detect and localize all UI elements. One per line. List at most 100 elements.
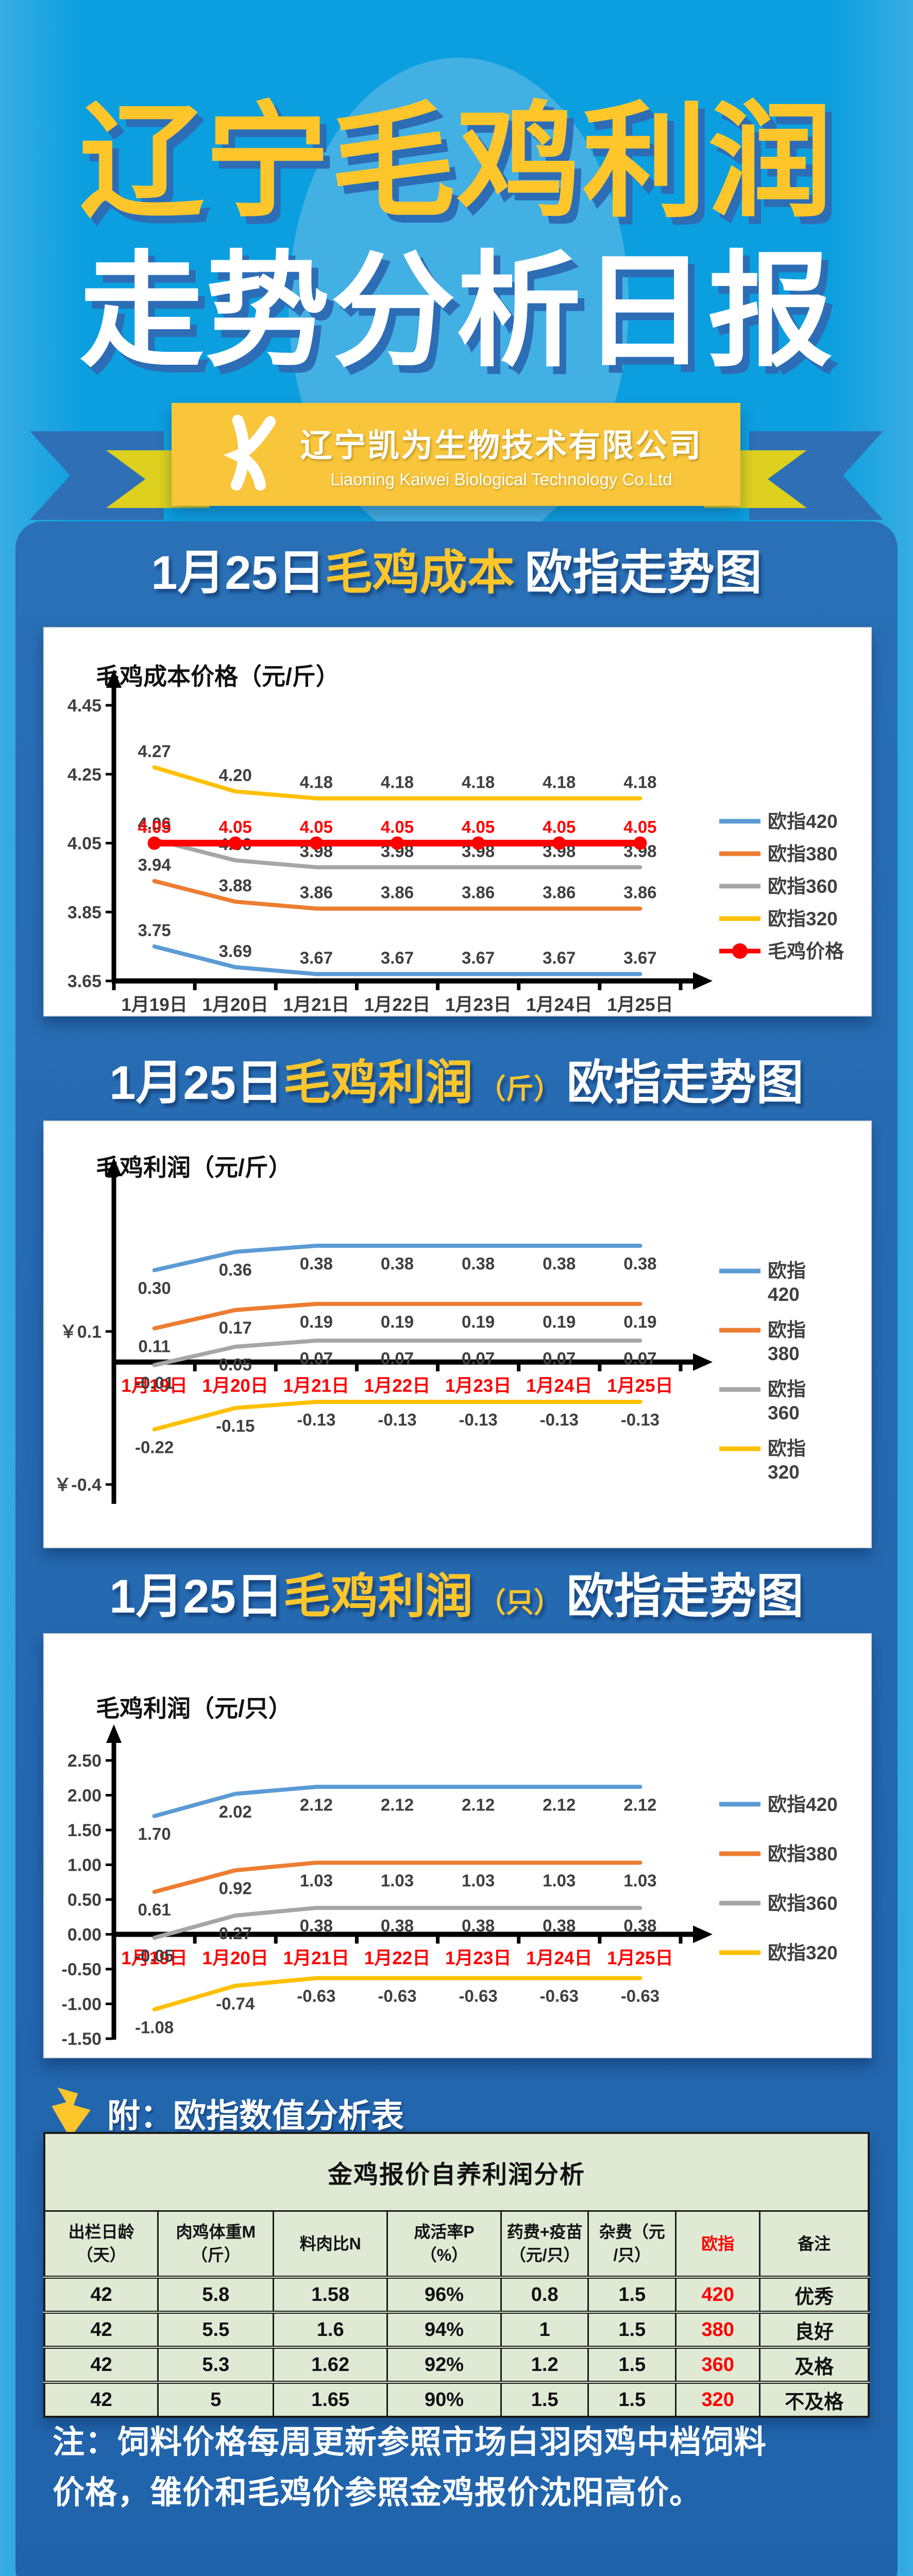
svg-text:毛鸡利润（元/只）: 毛鸡利润（元/只） bbox=[96, 1695, 292, 1722]
svg-text:0.38: 0.38 bbox=[543, 1254, 576, 1273]
footnote: 注：饲料价格每周更新参照市场白羽肉鸡中档饲料价格，雏价和毛鸡价参照金鸡报价沈阳高… bbox=[53, 2425, 767, 2511]
svg-text:-1.08: -1.08 bbox=[135, 2018, 174, 2037]
section1-date: 1月25日 bbox=[151, 547, 325, 599]
col-header-euro-index: 欧指 bbox=[675, 2210, 761, 2278]
svg-text:毛鸡价格: 毛鸡价格 bbox=[768, 941, 844, 962]
svg-text:3.85: 3.85 bbox=[67, 903, 102, 922]
svg-text:2.50: 2.50 bbox=[67, 1751, 102, 1771]
svg-text:4.27: 4.27 bbox=[138, 741, 171, 760]
svg-text:2.12: 2.12 bbox=[381, 1795, 414, 1814]
svg-text:-0.63: -0.63 bbox=[621, 1987, 660, 2006]
svg-text:1月20日: 1月20日 bbox=[202, 995, 268, 1015]
svg-text:3.94: 3.94 bbox=[138, 855, 171, 874]
profit-per-bird-chart-card: 毛鸡利润（元/只） 2.50 2.00 1.50 1.00 0.50 0.00 -0.50 -1… bbox=[43, 1633, 872, 2058]
svg-text:1.03: 1.03 bbox=[462, 1871, 495, 1890]
svg-text:毛鸡利润（元/斤）: 毛鸡利润（元/斤） bbox=[96, 1154, 292, 1181]
svg-text:毛鸡成本价格（元/斤）: 毛鸡成本价格（元/斤） bbox=[96, 663, 340, 690]
table-row: 42 5.8 1.58 96% 0.8 1.5 420 优秀 bbox=[43, 2276, 870, 2313]
svg-text:1.70: 1.70 bbox=[138, 1824, 171, 1843]
svg-text:3.67: 3.67 bbox=[381, 948, 414, 968]
svg-text:0.30: 0.30 bbox=[138, 1279, 171, 1298]
svg-text:-0.74: -0.74 bbox=[216, 1994, 255, 2013]
svg-text:1月19日: 1月19日 bbox=[121, 1948, 187, 1969]
svg-text:4.18: 4.18 bbox=[300, 773, 333, 792]
svg-text:-1.00: -1.00 bbox=[62, 1995, 102, 2014]
svg-text:欧指420: 欧指420 bbox=[768, 811, 838, 832]
svg-text:4.18: 4.18 bbox=[543, 773, 576, 792]
svg-text:360: 360 bbox=[768, 1402, 800, 1423]
svg-text:0.61: 0.61 bbox=[138, 1900, 171, 1919]
col-header-medicine: 药费+疫苗 （元/只） bbox=[500, 2210, 589, 2278]
svg-text:1月23日: 1月23日 bbox=[445, 1376, 511, 1396]
svg-text:0.11: 0.11 bbox=[138, 1336, 170, 1355]
company-ribbon: 辽宁凯为生物技术有限公司 Liaoning Kaiwei Biological … bbox=[0, 403, 913, 521]
svg-text:3.67: 3.67 bbox=[300, 948, 333, 968]
svg-text:3.67: 3.67 bbox=[543, 948, 576, 968]
svg-text:0.19: 0.19 bbox=[300, 1312, 333, 1331]
svg-text:1月22日: 1月22日 bbox=[364, 1948, 430, 1969]
svg-text:3.86: 3.86 bbox=[381, 883, 414, 902]
svg-text:-0.63: -0.63 bbox=[297, 1987, 335, 2006]
col-header-remark: 备注 bbox=[759, 2210, 870, 2278]
table-row: 42 5.3 1.62 92% 1.2 1.5 360 及格 bbox=[43, 2346, 870, 2383]
table-row: 42 5 1.65 90% 1.5 1.5 320 不及格 bbox=[43, 2381, 870, 2418]
svg-text:2.12: 2.12 bbox=[462, 1795, 495, 1814]
svg-text:0.38: 0.38 bbox=[300, 1916, 333, 1935]
svg-text:4.05: 4.05 bbox=[623, 818, 656, 837]
bent-down-arrow-icon bbox=[52, 2088, 91, 2139]
svg-text:￥0.1: ￥0.1 bbox=[60, 1322, 102, 1342]
annex-title-row: 附：欧指数值分析表 bbox=[49, 2088, 404, 2139]
svg-text:欧指: 欧指 bbox=[768, 1379, 806, 1400]
company-banner: 辽宁凯为生物技术有限公司 Liaoning Kaiwei Biological … bbox=[172, 403, 740, 506]
svg-text:1.03: 1.03 bbox=[300, 1871, 333, 1890]
profit-per-bird-trend-chart: 毛鸡利润（元/只） 2.50 2.00 1.50 1.00 0.50 0.00 -0.50 -1… bbox=[62, 1695, 838, 2049]
svg-text:1月24日: 1月24日 bbox=[526, 1948, 592, 1969]
svg-text:0.38: 0.38 bbox=[381, 1916, 414, 1935]
svg-text:0.00: 0.00 bbox=[67, 1925, 102, 1945]
col-header-survival: 成活率P （%） bbox=[386, 2210, 502, 2278]
section1-suffix: 欧指走势图 bbox=[525, 547, 762, 599]
svg-text:-0.13: -0.13 bbox=[297, 1410, 335, 1429]
svg-text:3.65: 3.65 bbox=[67, 972, 102, 991]
svg-text:0.19: 0.19 bbox=[543, 1312, 576, 1331]
svg-text:0.17: 0.17 bbox=[219, 1318, 252, 1337]
svg-text:3.67: 3.67 bbox=[462, 948, 495, 968]
section2-date: 1月25日 bbox=[109, 1057, 283, 1109]
svg-text:2.12: 2.12 bbox=[543, 1795, 576, 1814]
svg-text:-0.13: -0.13 bbox=[378, 1410, 416, 1429]
svg-text:1月25日: 1月25日 bbox=[607, 995, 673, 1015]
svg-text:0.19: 0.19 bbox=[623, 1312, 656, 1331]
section2-highlight: 毛鸡利润 bbox=[283, 1057, 473, 1109]
svg-text:0.05: 0.05 bbox=[219, 1355, 252, 1374]
svg-text:1月19日: 1月19日 bbox=[121, 995, 187, 1015]
svg-text:欧指380: 欧指380 bbox=[768, 843, 838, 865]
content-panel: 1月25日毛鸡成本 欧指走势图 毛鸡成本价格（元/斤） 3.65 3.85 4.05 4.… bbox=[15, 521, 898, 2576]
svg-text:0.38: 0.38 bbox=[300, 1254, 333, 1273]
svg-text:2.02: 2.02 bbox=[219, 1802, 252, 1821]
svg-text:4.05: 4.05 bbox=[219, 818, 252, 837]
svg-text:0.38: 0.38 bbox=[462, 1254, 495, 1273]
svg-text:0.38: 0.38 bbox=[623, 1254, 656, 1273]
section-header-profit-bird: 1月25日毛鸡利润 （只） 欧指走势图 bbox=[15, 1558, 898, 1626]
annex-title: 附：欧指数值分析表 bbox=[107, 2097, 404, 2134]
svg-text:2.00: 2.00 bbox=[67, 1786, 102, 1806]
svg-text:0.38: 0.38 bbox=[381, 1254, 414, 1273]
svg-text:0.07: 0.07 bbox=[462, 1349, 495, 1368]
svg-text:4.05: 4.05 bbox=[138, 818, 171, 837]
svg-text:0.50: 0.50 bbox=[67, 1890, 102, 1910]
svg-text:欧指320: 欧指320 bbox=[768, 908, 838, 929]
section2-unit: （斤） bbox=[478, 1074, 562, 1105]
cost-trend-chart: 毛鸡成本价格（元/斤） 3.65 3.85 4.05 4.25 4.45 1月19日 1月20… bbox=[67, 663, 844, 1015]
svg-text:1月22日: 1月22日 bbox=[364, 1376, 430, 1396]
svg-text:-0.63: -0.63 bbox=[459, 1987, 498, 2006]
section3-highlight: 毛鸡利润 bbox=[283, 1570, 473, 1623]
section-header-cost: 1月25日毛鸡成本 欧指走势图 bbox=[15, 534, 898, 603]
svg-text:0.07: 0.07 bbox=[381, 1349, 414, 1368]
svg-text:1月25日: 1月25日 bbox=[607, 1948, 673, 1969]
svg-text:4.45: 4.45 bbox=[67, 696, 102, 716]
svg-text:1.03: 1.03 bbox=[623, 1871, 656, 1890]
svg-text:0.07: 0.07 bbox=[623, 1349, 656, 1368]
svg-text:0.38: 0.38 bbox=[462, 1916, 495, 1935]
svg-text:-0.05: -0.05 bbox=[135, 1946, 174, 1965]
